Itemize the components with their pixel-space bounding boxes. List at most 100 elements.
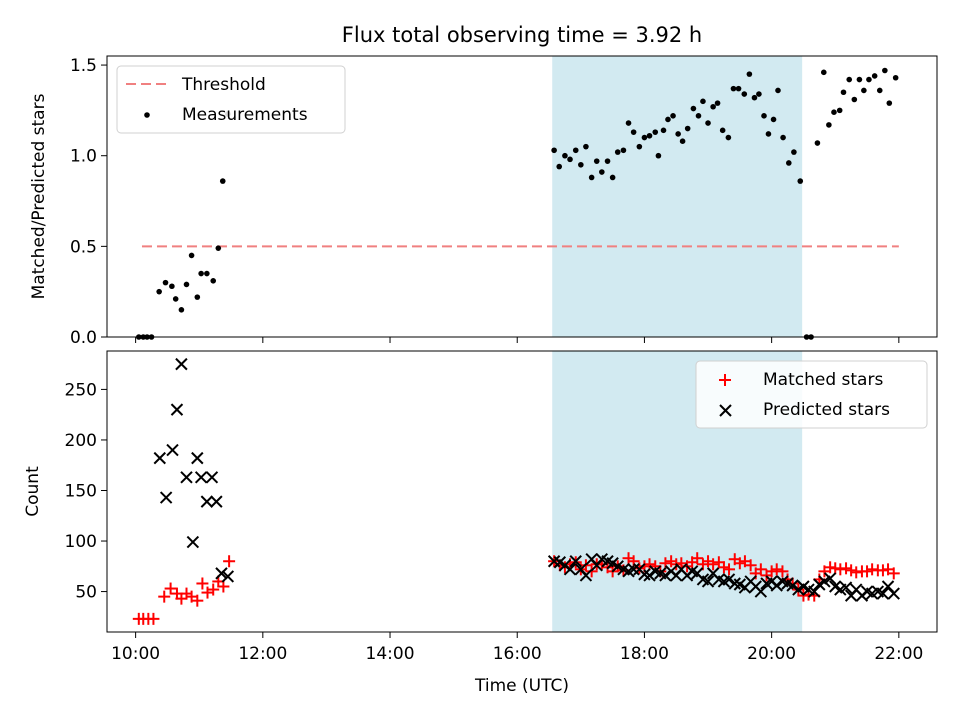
x-tick-label: 14:00 <box>366 644 415 664</box>
predicted-point <box>818 575 831 588</box>
measurement-point <box>820 69 827 76</box>
matched-point <box>866 563 879 576</box>
measurement-point <box>178 307 185 313</box>
predicted-point <box>611 560 624 573</box>
measurement-point <box>572 147 579 154</box>
matched-point <box>196 577 209 590</box>
predicted-point <box>701 575 715 588</box>
matched-point <box>744 559 757 572</box>
measurement-point <box>646 132 653 139</box>
matched-point <box>191 594 204 607</box>
measurement-point <box>665 116 671 123</box>
predicted-point <box>876 587 890 600</box>
top-plot-frame <box>106 55 938 338</box>
measurement-point <box>892 74 899 81</box>
top-legend: Threshold Measurements <box>116 65 346 134</box>
matched-point <box>850 566 863 579</box>
measurement-point <box>169 283 175 290</box>
measurement-point <box>625 120 632 126</box>
legend-predicted-label: Predicted stars <box>763 400 890 420</box>
matched-point <box>765 565 778 578</box>
matched-point <box>824 561 837 574</box>
y-tick-label: 50 <box>75 583 97 603</box>
measurement-point <box>741 91 748 97</box>
measurement-point <box>636 143 643 150</box>
predicted-point <box>205 471 219 484</box>
measurement-point <box>775 87 781 94</box>
measurement-point <box>840 89 847 96</box>
measurement-point <box>836 107 843 114</box>
measurement-point <box>188 252 195 259</box>
measurement-point <box>826 122 832 128</box>
y-tick-label: 0.5 <box>70 237 97 257</box>
matched-point <box>829 562 842 575</box>
bottom-plot-frame <box>106 350 938 633</box>
y-tick-label: 1.0 <box>70 147 97 167</box>
predicted-point <box>166 443 179 457</box>
y-tick-label: 1.5 <box>70 56 97 76</box>
predicted-point <box>153 451 166 465</box>
measurement-point <box>556 163 563 170</box>
measurement-point <box>780 134 786 141</box>
measurement-point <box>725 134 732 141</box>
matched-point <box>712 556 725 569</box>
measurement-point <box>746 71 753 77</box>
matched-point <box>776 565 789 578</box>
top-panel: 0.0 0.5 1.0 1.5 Matched/Predicted stars Thr… <box>29 55 938 348</box>
measurement-point <box>761 113 767 119</box>
measurement-point <box>183 281 190 288</box>
measurement-point <box>593 158 600 164</box>
matched-point <box>164 582 177 595</box>
measurement-point <box>588 174 595 181</box>
measurement-point <box>210 278 217 284</box>
matched-point <box>175 592 188 605</box>
measurement-point <box>719 127 726 134</box>
measurement-point <box>614 149 621 155</box>
matched-point <box>147 612 160 625</box>
predicted-point <box>215 567 228 580</box>
measurement-point <box>172 296 179 302</box>
bottom-y-ticks: 50 100 150 200 250 <box>65 380 107 603</box>
legend-matched-swatch <box>719 374 731 386</box>
matched-point <box>158 590 171 603</box>
predicted-point <box>887 587 900 600</box>
measurement-points <box>136 67 899 340</box>
measurement-point <box>831 109 837 115</box>
predicted-point <box>786 579 799 592</box>
measurement-point <box>730 85 737 92</box>
measurement-point <box>679 138 686 145</box>
measurement-point <box>791 149 797 155</box>
measurement-point <box>670 113 676 119</box>
predicted-point <box>175 357 188 371</box>
x-tick-label: 16:00 <box>493 644 542 664</box>
measurement-point <box>609 174 616 181</box>
predicted-point <box>754 585 768 598</box>
measurement-point <box>660 127 667 134</box>
matched-point <box>876 564 889 577</box>
matched-point <box>840 562 853 575</box>
x-tick-label: 22:00 <box>874 644 923 664</box>
matched-point <box>217 580 230 593</box>
predicted-point <box>191 451 204 465</box>
predicted-point <box>808 585 821 598</box>
measurement-point <box>652 129 659 135</box>
matched-point <box>733 557 746 570</box>
measurement-point <box>695 113 702 119</box>
matched-point <box>845 564 858 577</box>
measurement-point <box>219 178 226 184</box>
x-tick-label: 18:00 <box>620 644 669 664</box>
measurement-point <box>620 147 627 154</box>
bottom-legend: Matched stars Predicted stars <box>695 360 928 429</box>
predicted-point <box>200 495 214 508</box>
measurement-point <box>710 103 716 110</box>
matched-point <box>691 552 704 565</box>
measurement-point <box>765 131 772 137</box>
measurement-point <box>856 76 863 83</box>
matched-point <box>627 555 640 568</box>
measurement-point <box>630 129 637 135</box>
y-tick-label: 250 <box>65 380 97 400</box>
matched-point <box>223 555 236 568</box>
measurement-point <box>735 85 742 92</box>
measurement-point <box>641 134 648 141</box>
